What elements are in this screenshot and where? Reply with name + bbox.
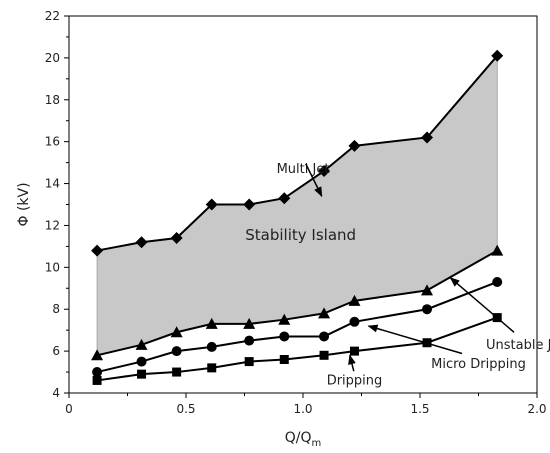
triangle-point (170, 326, 183, 338)
square-series-line (96, 316, 498, 382)
diamond-point (278, 192, 291, 205)
circle-point (244, 335, 255, 346)
annotation-label: Unstable Jet (486, 338, 550, 353)
y-tick-label: 14 (45, 177, 60, 191)
annotation-arrow (305, 163, 323, 198)
annotation-arrow (449, 277, 515, 333)
x-tick-label: 1.0 (293, 402, 312, 416)
diamond-point (205, 198, 218, 211)
diamond-series-line (96, 55, 498, 252)
square-point (349, 346, 359, 356)
y-tick-label: 6 (52, 344, 60, 358)
circle-point (422, 304, 433, 315)
x-tick-label: 2.0 (527, 402, 546, 416)
annotation-label: Dripping (327, 374, 383, 389)
diamond-point (318, 164, 331, 177)
x-axis-label: Q/Qm (285, 430, 322, 449)
annotation-arrow (348, 354, 356, 372)
square-point (137, 369, 147, 379)
series-layer (91, 49, 504, 385)
axes: 0 0.5 1.0 1.5 2.0 4 6 8 10 12 14 16 18 20 22 Q/Qm Φ (kV) (16, 9, 547, 449)
stability-island-label: Stability Island (245, 226, 356, 244)
y-tick-label: 8 (52, 302, 60, 316)
diamond-point (348, 139, 361, 152)
y-tick-label: 4 (52, 386, 60, 400)
annotation-arrow (367, 324, 463, 355)
annotation-label: Multi Jet (277, 162, 330, 177)
circle-point (492, 276, 503, 287)
square-point (244, 357, 254, 367)
y-tick-label: 18 (45, 93, 60, 107)
x-tick-label: 0.5 (176, 402, 195, 416)
triangle-point (278, 313, 291, 325)
y-tick-label: 16 (45, 135, 60, 149)
annotations: Stability Island Multi Jet Unstable Jet Mic… (245, 162, 550, 389)
triangle-point (91, 349, 104, 361)
annotation-label: Micro Dripping (431, 357, 526, 372)
circle-series-line (96, 281, 498, 374)
y-tick-label: 20 (45, 51, 60, 65)
circle-point (171, 346, 182, 357)
x-tick-label: 0 (65, 402, 73, 416)
y-axis-label: Φ (kV) (16, 182, 32, 226)
circle-point (349, 316, 360, 327)
square-point (92, 375, 102, 385)
square-point (319, 350, 329, 360)
square-point (207, 363, 217, 373)
diamond-point (421, 131, 434, 144)
triangle-point (243, 317, 256, 329)
triangle-point (135, 338, 148, 350)
circle-point (206, 341, 217, 352)
triangle-series-line (96, 249, 498, 357)
y-tick-label: 22 (45, 9, 60, 23)
square-point (172, 367, 182, 377)
circle-point (136, 356, 147, 367)
x-tick-label: 1.5 (410, 402, 429, 416)
square-point (279, 354, 289, 364)
circle-point (319, 331, 330, 342)
diamond-point (91, 244, 104, 257)
circle-point (279, 331, 290, 342)
triangle-point (205, 317, 218, 329)
stability-region (96, 54, 498, 356)
stability-island-region (96, 54, 498, 356)
triangle-point (491, 244, 504, 256)
triangle-point (348, 294, 361, 306)
triangle-point (421, 284, 434, 296)
diamond-point (243, 198, 256, 211)
diamond-point (170, 232, 183, 245)
triangle-point (318, 307, 331, 319)
y-tick-label: 10 (45, 260, 60, 274)
diamond-point (491, 49, 504, 62)
diamond-point (135, 236, 148, 249)
y-tick-label: 12 (45, 218, 60, 232)
circle-point (92, 367, 103, 378)
